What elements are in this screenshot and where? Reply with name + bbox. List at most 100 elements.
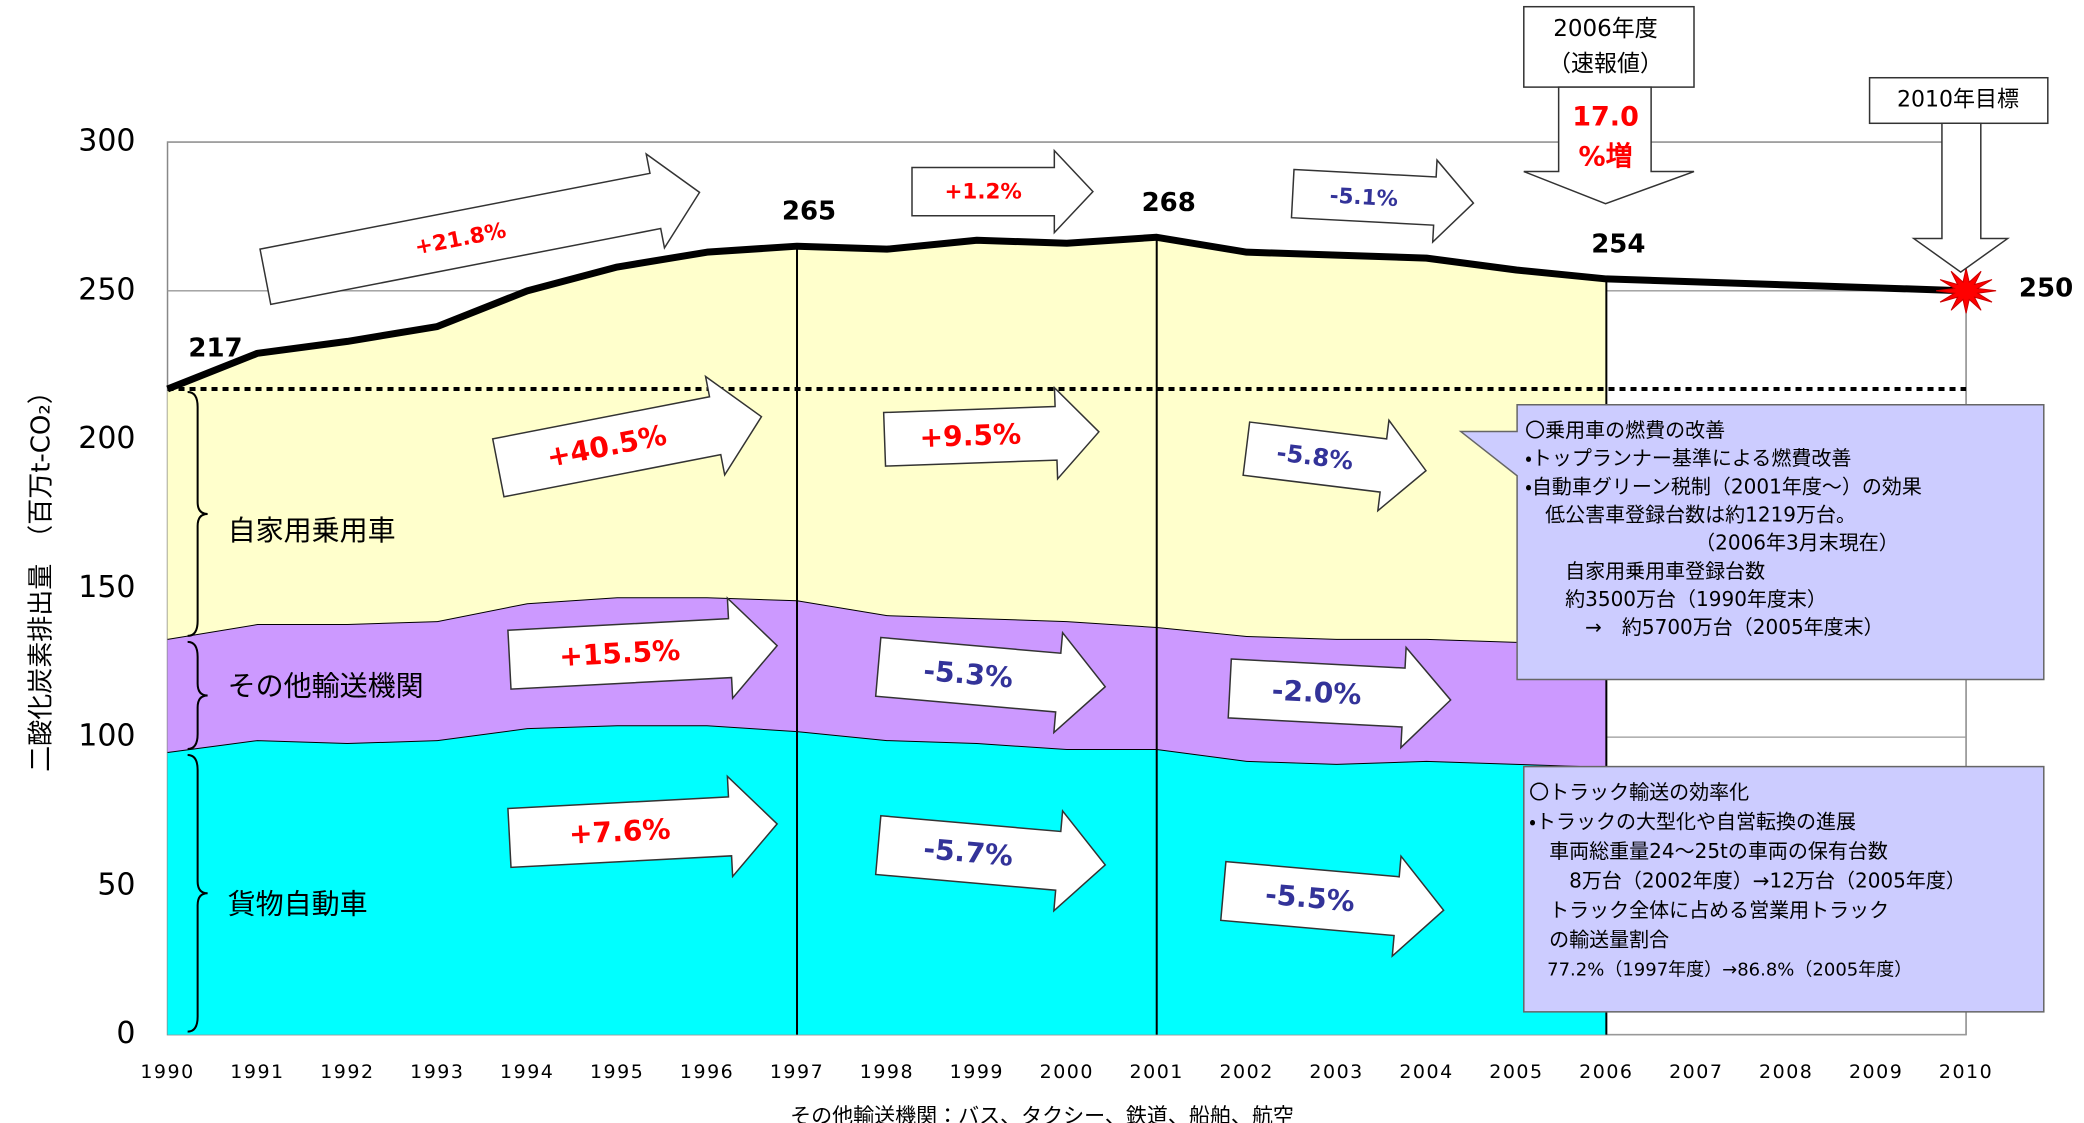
annotation-arrow: -5.3% [874,630,1107,735]
brace [187,391,208,637]
callout-highlight: 17.0 [1572,101,1639,132]
data-label: 250 [2019,273,2073,303]
y-tick-label: 50 [97,867,135,902]
y-tick-label: 0 [116,1016,135,1051]
note-text: （2006年3月末現在） [1525,531,1899,555]
annotation-arrow: +1.2% [911,148,1094,235]
legend-label: 貨物自動車 [228,887,368,920]
x-tick-label: 1991 [230,1061,284,1083]
note-text: ・トラックの大型化や自営転換の進展 [1529,809,1856,833]
note-text: トラック全体に占める営業用トラック [1529,898,1889,922]
annotation-arrow: -5.5% [1219,854,1445,958]
arrow-shape [1219,854,1445,958]
callout-arrow [1523,86,1695,205]
callout-arrow [1911,122,2010,273]
annotation-arrow: -5.1% [1290,158,1475,244]
x-tick-label: 1997 [770,1061,824,1083]
note-text: ・トップランナー基準による燃費改善 [1525,446,1851,470]
x-tick-label: 1998 [860,1061,914,1083]
annotation-text: -5.1% [1329,184,1399,213]
note-text: ・自動車グリーン税制（2001年度～）の効果 [1525,474,1922,498]
x-tick-label: 2006 [1579,1061,1633,1083]
note-box [1523,765,2045,1013]
arrow-shape [1242,418,1427,513]
arrow-shape [874,630,1107,735]
brace [187,640,208,750]
note-text: 低公害車登録台数は約1219万台。 [1525,502,1856,526]
note-text: 8万台（2002年度）→12万台（2005年度） [1529,868,1966,892]
arrow-shape [874,808,1107,913]
annotation-arrow: +7.6% [507,774,779,879]
callout-text: 2010年目標 [1897,88,2019,113]
note-text: 〇トラック輸送の効率化 [1529,780,1749,804]
x-tick-label: 2005 [1489,1061,1543,1083]
target-marker [1936,268,1997,314]
note-text: → 約5700万台（2005年度末） [1525,615,1884,639]
x-tick-label: 1993 [410,1061,464,1083]
arrow-shape [882,385,1100,481]
total-line [166,233,1967,393]
x-tick-label: 2003 [1309,1061,1363,1083]
x-tick-label: 2009 [1849,1061,1903,1083]
data-label: 254 [1591,229,1645,259]
footnote: その他輸送機関：バス、タクシー、鉄道、船舶、航空 [790,1104,1294,1123]
x-tick-label: 1999 [950,1061,1004,1083]
note-text: の輸送量割合 [1529,927,1669,951]
legend-label: 自家用乗用車 [228,514,396,547]
annotation-text: -2.0% [1271,674,1362,712]
annotation-arrow: +15.5% [507,596,779,701]
annotation-text: +7.6% [568,813,671,851]
arrow-shape [1290,158,1475,244]
x-tick-label: 1992 [320,1061,374,1083]
data-label: 217 [188,334,242,364]
area [167,725,1607,1035]
arrow-shape [911,148,1094,235]
x-tick-label: 2004 [1399,1061,1453,1083]
y-tick-label: 250 [78,272,135,307]
y-tick-label: 150 [78,570,135,605]
x-tick-label: 1996 [680,1061,734,1083]
data-label: 268 [1142,188,1196,218]
x-tick-label: 2001 [1130,1061,1184,1083]
brace [187,753,208,1033]
callout-highlight: %増 [1579,141,1633,173]
annotation-text: +1.2% [944,180,1021,205]
arrow-shape [1227,645,1452,750]
y-tick-label: 300 [78,124,135,159]
annotation-arrow: -2.0% [1227,645,1452,750]
annotation-text: +9.5% [919,418,1022,455]
y-axis-label: 二酸化炭素排出量 （百万t-CO₂） [27,378,57,772]
callout-text: （速報値） [1548,51,1663,77]
annotation-text: +15.5% [558,634,681,673]
x-tick-label: 1995 [590,1061,644,1083]
x-tick-label: 2007 [1669,1061,1723,1083]
x-tick-label: 2008 [1759,1061,1813,1083]
x-tick-label: 2010 [1939,1061,1993,1083]
note-text: 約3500万台（1990年度末） [1525,587,1827,611]
x-tick-label: 1990 [140,1061,194,1083]
annotation-text: -5.5% [1264,878,1356,919]
callout-box [1523,5,1695,88]
x-tick-label: 2002 [1219,1061,1273,1083]
annotation-text: -5.3% [922,654,1014,695]
note-text: 車両総重量24～25tの車両の保有台数 [1529,839,1888,863]
note-box [1458,403,2045,681]
x-tick-label: 1994 [500,1061,554,1083]
annotation-arrow: -5.8% [1242,418,1427,513]
annotation-arrow: +21.8% [259,152,701,306]
annotation-arrow: +40.5% [491,374,763,498]
arrow-shape [259,152,701,306]
annotation-arrow: -5.7% [874,808,1107,913]
arrow-shape [491,374,763,498]
annotation-text: -5.7% [922,832,1014,873]
data-label: 265 [782,197,836,227]
note-text: 77.2%（1997年度）→86.8%（2005年度） [1529,959,1912,980]
x-tick-label: 2000 [1040,1061,1094,1083]
arrow-shape [507,774,779,879]
annotation-arrow: +9.5% [882,385,1100,481]
callout-text: 2006年度 [1553,16,1658,42]
note-text: 自家用乗用車登録台数 [1525,559,1765,583]
